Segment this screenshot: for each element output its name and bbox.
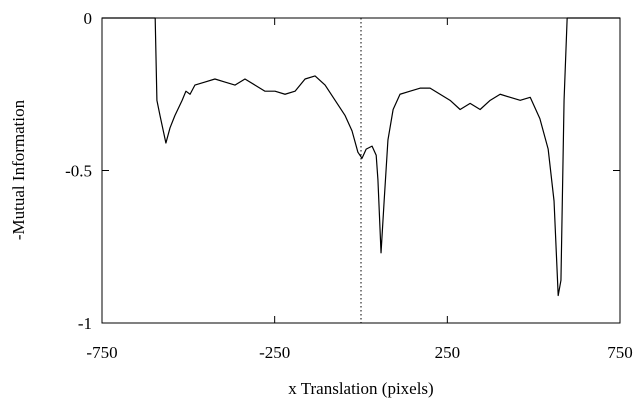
x-tick-label: 250 (435, 343, 461, 362)
x-axis-label: x Translation (pixels) (288, 379, 433, 398)
y-axis-label: -Mutual Information (9, 99, 28, 240)
x-tick-label: 750 (607, 343, 633, 362)
y-tick-label: -0.5 (65, 162, 92, 181)
data-line (102, 17, 620, 297)
y-tick-label: 0 (84, 9, 93, 28)
y-tick-label: -1 (78, 314, 92, 333)
x-tick-label: -250 (259, 343, 290, 362)
x-tick-label: -750 (86, 343, 117, 362)
